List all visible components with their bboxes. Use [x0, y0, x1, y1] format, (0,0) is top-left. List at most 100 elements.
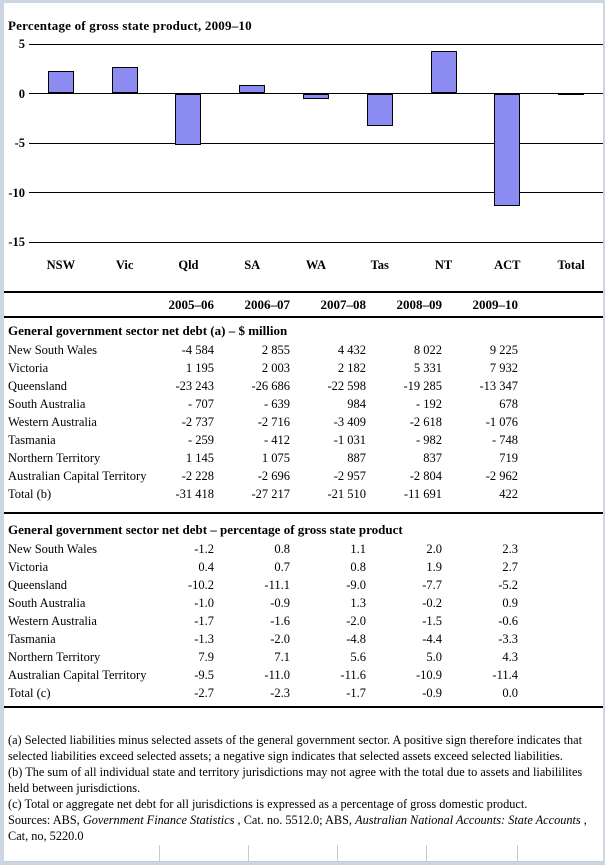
- table-row: Victoria 0.4 0.7 0.8 1.9 2.7: [4, 558, 603, 576]
- value-cell: -11.6: [340, 667, 366, 682]
- value-cell: -1.3: [194, 631, 214, 646]
- value-cell: -10.9: [415, 667, 442, 682]
- value-cell: 8 022: [413, 342, 442, 357]
- value-cell: -11 691: [403, 486, 442, 501]
- value-cell: 2.0: [426, 541, 442, 556]
- value-cell: -27 217: [251, 486, 290, 501]
- value-cell: -23 243: [175, 378, 214, 393]
- value-cell: -1.6: [270, 613, 290, 628]
- value-cell: -4 584: [181, 342, 214, 357]
- chart-bar-tas: [366, 93, 393, 127]
- value-cell: -2 804: [409, 468, 442, 483]
- value-cell: 1 075: [261, 450, 290, 465]
- value-cell: -2 228: [181, 468, 214, 483]
- row-label: New South Wales: [8, 541, 98, 556]
- value-cell: -0.9: [270, 595, 290, 610]
- footnote-c: (c) Total or aggregate net debt for all …: [8, 797, 528, 811]
- year-column-header: 2008–09: [396, 296, 443, 312]
- value-cell: -2 962: [485, 468, 518, 483]
- value-cell: - 707: [187, 396, 214, 411]
- row-label: Queensland: [8, 378, 68, 393]
- value-cell: -2 957: [333, 468, 366, 483]
- value-cell: -22 598: [327, 378, 366, 393]
- value-cell: -1.7: [194, 613, 214, 628]
- y-axis-tick-label: -15: [8, 235, 25, 249]
- table-row: Queensland -10.2 -11.1 -9.0 -7.7 -5.2: [4, 576, 603, 594]
- row-label: Australian Capital Territory: [8, 468, 147, 483]
- value-cell: -1.2: [194, 541, 214, 556]
- table-row: Australian Capital Territory -9.5 -11.0 -11…: [4, 666, 603, 684]
- row-label: Total (b): [8, 486, 52, 501]
- spreadsheet-gridline: [159, 845, 160, 861]
- row-label: Queensland: [8, 577, 68, 592]
- section-percentage-gsp-rows: New South Wales -1.2 0.8 1.1 2.0 2.3 Victoria 0…: [4, 540, 603, 702]
- footnote-b: (b) The sum of all individual state and …: [8, 765, 583, 795]
- value-cell: 5 331: [413, 360, 442, 375]
- chart-gridline: [29, 241, 603, 243]
- value-cell: 0.4: [198, 559, 214, 574]
- table-row: South Australia -1.0 -0.9 1.3 -0.2 0.9: [4, 594, 603, 612]
- footnotes-block: (a) Selected liabilities minus selected …: [4, 732, 603, 844]
- source-publication-title: Australian National Accounts: State Acco…: [355, 813, 581, 827]
- row-label: Victoria: [8, 360, 49, 375]
- table-row: Tasmania - 259 - 412 -1 031 - 982 - 748: [4, 431, 603, 449]
- value-cell: -13 347: [479, 378, 518, 393]
- value-cell: 5.0: [426, 649, 442, 664]
- table-row: Western Australia -1.7 -1.6 -2.0 -1.5 -0.6: [4, 612, 603, 630]
- table-row: New South Wales -4 584 2 855 4 432 8 022 9 22…: [4, 341, 603, 359]
- row-label: Tasmania: [8, 432, 56, 447]
- value-cell: 0.9: [502, 595, 518, 610]
- year-column-header: 2005–06: [168, 296, 215, 312]
- value-cell: -11.1: [264, 577, 290, 592]
- value-cell: -2 737: [181, 414, 214, 429]
- value-cell: 4 432: [337, 342, 366, 357]
- value-cell: -2.0: [346, 613, 366, 628]
- table-row: New South Wales -1.2 0.8 1.1 2.0 2.3: [4, 540, 603, 558]
- y-axis-tick-label: -10: [8, 185, 25, 200]
- footnote-a: (a) Selected liabilities minus selected …: [8, 733, 583, 763]
- value-cell: -2.7: [194, 685, 214, 700]
- value-cell: - 639: [263, 396, 290, 411]
- chart-gridline: [29, 192, 603, 193]
- value-cell: -0.6: [498, 613, 518, 628]
- spreadsheet-gridline: [337, 845, 338, 861]
- year-headers: 2005–06 2006–07 2007–08 2008–09 2009–10: [138, 296, 519, 313]
- value-cell: 2.3: [502, 541, 518, 556]
- x-axis-category-label: Qld: [178, 258, 199, 272]
- value-cell: 7.1: [274, 649, 290, 664]
- row-label: Total (c): [8, 685, 51, 700]
- row-label: South Australia: [8, 396, 86, 411]
- value-cell: -0.9: [422, 685, 442, 700]
- value-cell: 887: [347, 450, 366, 465]
- value-cell: -4.4: [422, 631, 442, 646]
- year-column-header: 2006–07: [244, 296, 291, 312]
- value-cell: -9.0: [346, 577, 366, 592]
- value-cell: 4.3: [502, 649, 518, 664]
- table-row: Northern Territory 7.9 7.1 5.6 5.0 4.3: [4, 648, 603, 666]
- x-axis-category-label: Tas: [370, 258, 389, 272]
- chart-bar-vic: [111, 66, 138, 94]
- spreadsheet-gridline: [426, 845, 427, 861]
- value-cell: 0.8: [350, 559, 366, 574]
- row-label: Western Australia: [8, 414, 97, 429]
- table-row: South Australia - 707 - 639 984 - 192 678: [4, 395, 603, 413]
- table-rule-mid: [4, 512, 603, 514]
- spreadsheet-gridline: [517, 845, 518, 861]
- value-cell: 678: [499, 396, 518, 411]
- row-label: Victoria: [8, 559, 49, 574]
- value-cell: 837: [423, 450, 442, 465]
- table-rule-under-header: [4, 316, 603, 318]
- chart-gridline: [29, 142, 603, 144]
- y-axis-tick-label: -5: [14, 136, 25, 150]
- table-row: Total (b) -31 418 -27 217 -21 510 -11 691 422: [4, 485, 603, 503]
- value-cell: -10.2: [187, 577, 214, 592]
- chart-bar-sa: [239, 84, 266, 94]
- value-cell: 719: [499, 450, 518, 465]
- value-cell: 1 195: [185, 360, 214, 375]
- value-cell: -3 409: [333, 414, 366, 429]
- row-label: Australian Capital Territory: [8, 667, 147, 682]
- value-cell: 0.0: [502, 685, 518, 700]
- value-cell: 5.6: [350, 649, 366, 664]
- value-cell: -9.5: [194, 667, 214, 682]
- y-axis-labels: 5 0 -5 -10 -15: [4, 37, 25, 249]
